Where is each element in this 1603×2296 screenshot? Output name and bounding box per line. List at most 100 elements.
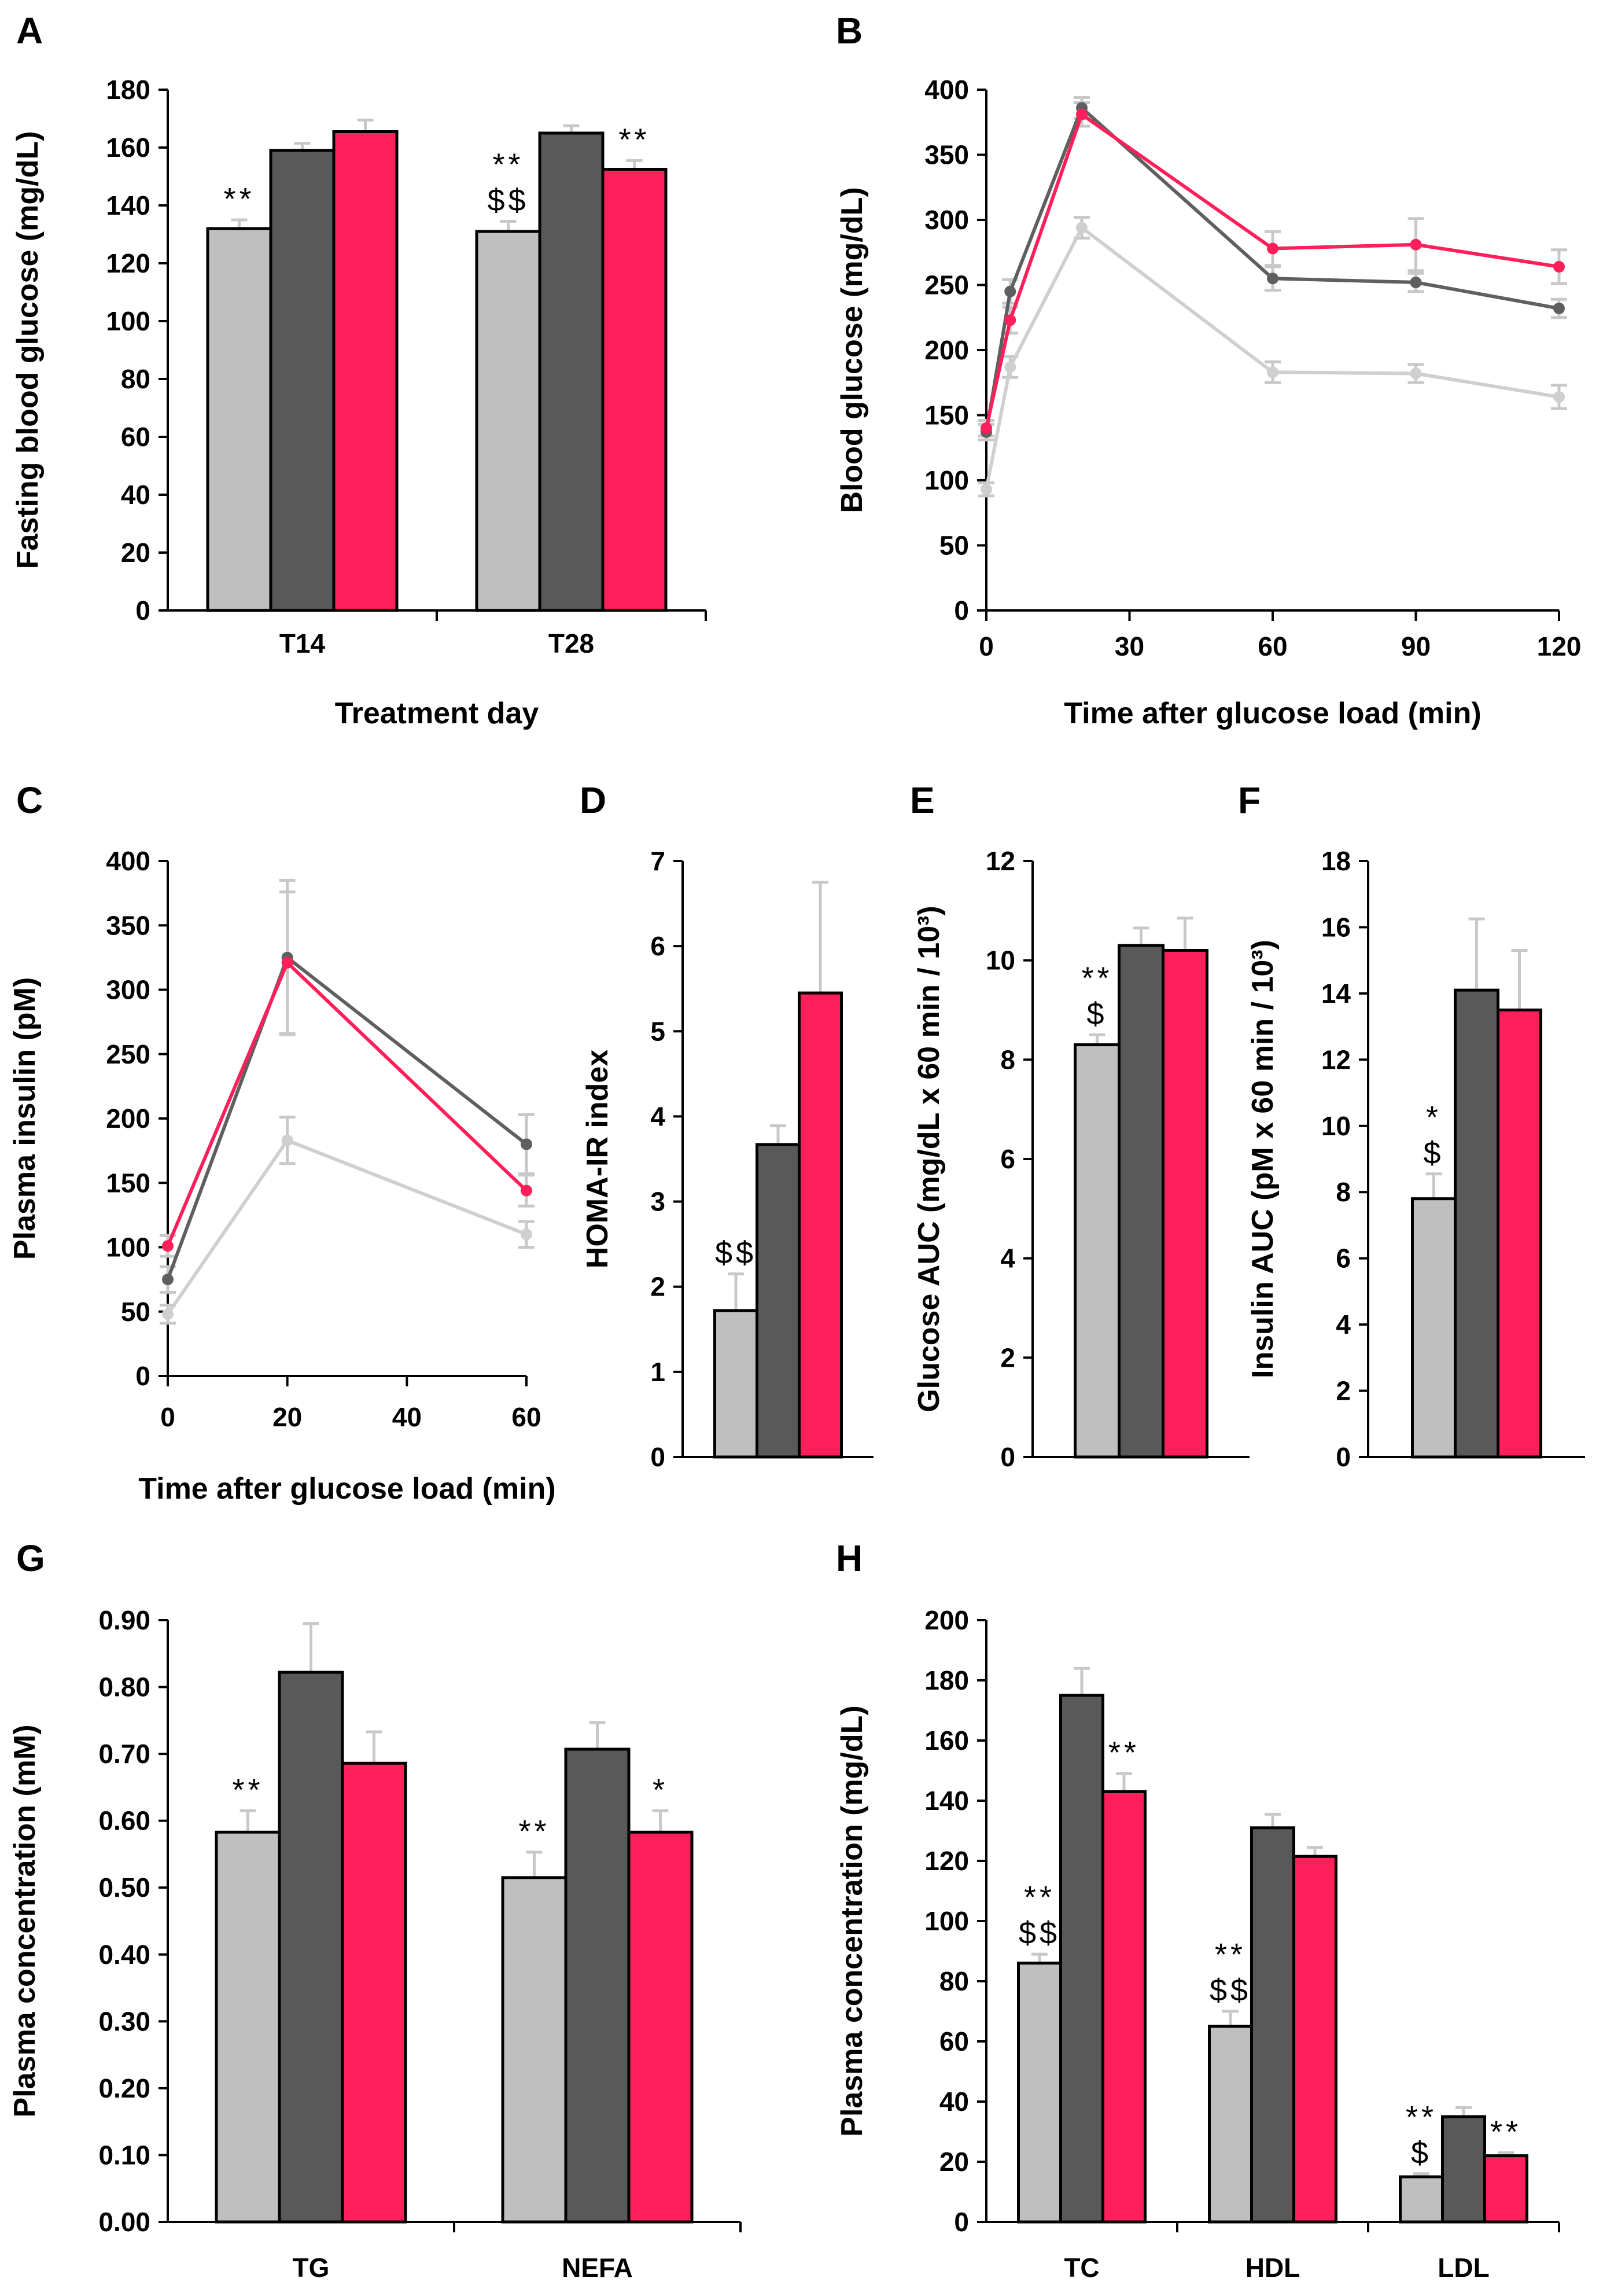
data-point-group3 [1267, 242, 1278, 255]
y-tick-label: 4 [1000, 1243, 1015, 1274]
y-tick-label: 50 [939, 531, 969, 561]
y-tick-label: 0.80 [98, 1672, 150, 1702]
y-tick-label: 60 [939, 2026, 969, 2056]
y-tick-label: 300 [924, 205, 969, 235]
x-tick-label: 0 [979, 631, 994, 661]
x-category-label: LDL [1438, 2253, 1489, 2283]
y-tick-label: 7 [650, 846, 665, 876]
y-tick-label: 160 [106, 133, 150, 163]
x-category-label: TC [1064, 2253, 1099, 2283]
y-tick-label: 120 [924, 1846, 969, 1876]
x-tick-label: 20 [272, 1402, 302, 1432]
y-tick-label: 100 [924, 465, 969, 495]
bar-group1 [501, 1876, 568, 2224]
bar-group1 [1017, 1962, 1062, 2224]
x-tick-label: 0 [160, 1402, 175, 1432]
y-tick-label: 6 [650, 931, 665, 961]
panel-label: E [910, 779, 935, 821]
significance-marker: ** [223, 182, 255, 216]
data-point-group1 [1553, 391, 1565, 403]
y-tick-label: 400 [106, 846, 150, 876]
data-point-group3 [1076, 108, 1088, 120]
data-point-group2 [1553, 303, 1565, 314]
y-tick-label: 0 [1336, 1442, 1351, 1472]
bar-group3 [1101, 1790, 1147, 2224]
y-tick-label: 140 [924, 1786, 969, 1816]
y-tick-label: 0 [1000, 1442, 1015, 1472]
bar-group3 [1292, 1855, 1337, 2224]
y-tick-label: 350 [924, 140, 969, 170]
data-point-group1 [162, 1308, 174, 1320]
y-tick-label: 350 [106, 910, 150, 940]
y-tick-label: 2 [1336, 1376, 1351, 1406]
y-tick-label: 250 [106, 1039, 150, 1069]
data-point-group1 [1004, 361, 1016, 373]
y-tick-label: 14 [1321, 978, 1351, 1009]
y-tick-label: 4 [1336, 1309, 1351, 1340]
panel-label: C [16, 779, 43, 821]
x-category-label: T14 [279, 628, 326, 658]
significance-marker: ** [1215, 1937, 1246, 1972]
y-tick-label: 0.90 [98, 1605, 150, 1635]
data-point-group3 [281, 956, 293, 969]
significance-marker: $$ [1019, 1916, 1060, 1951]
bar-group1 [1411, 1197, 1457, 1459]
bar-group2 [756, 1143, 801, 1459]
y-tick-label: 20 [939, 2147, 969, 2177]
bar-group2 [538, 131, 605, 612]
x-axis-label: Time after glucose load (min) [1064, 697, 1481, 730]
bar-group3 [627, 1830, 694, 2224]
bar-group1 [1208, 2025, 1253, 2224]
y-tick-label: 200 [106, 1103, 150, 1134]
y-tick-label: 0.20 [98, 2073, 150, 2103]
data-point-group1 [1267, 366, 1278, 378]
y-tick-label: 50 [121, 1297, 150, 1327]
y-tick-label: 200 [924, 335, 969, 365]
y-tick-label: 100 [106, 1232, 150, 1263]
bar-group2 [1059, 1694, 1104, 2224]
bar-group3 [798, 991, 843, 1459]
y-tick-label: 60 [121, 422, 150, 452]
bar-group3 [601, 168, 668, 612]
series-line-group1 [985, 225, 1560, 490]
panel-label: G [16, 1537, 45, 1579]
x-tick-label: 60 [511, 1402, 541, 1432]
y-tick-label: 150 [924, 400, 969, 430]
y-tick-label: 150 [106, 1168, 150, 1198]
bar-group1 [475, 230, 541, 612]
data-point-group2 [1004, 285, 1016, 297]
data-point-group2 [521, 1138, 532, 1150]
y-tick-label: 8 [1336, 1177, 1351, 1207]
y-tick-label: 40 [121, 480, 150, 510]
x-axis-label: Time after glucose load (min) [138, 1472, 555, 1506]
y-tick-label: 100 [106, 306, 150, 336]
bar-group2 [564, 1747, 631, 2224]
x-tick-label: 30 [1115, 631, 1144, 661]
y-tick-label: 0.50 [98, 1872, 150, 1903]
x-tick-label: 60 [1258, 631, 1287, 661]
data-point-group3 [162, 1240, 174, 1252]
y-tick-label: 0 [954, 2207, 969, 2237]
significance-marker: ** [1406, 2100, 1437, 2135]
data-point-group2 [162, 1274, 174, 1286]
data-point-group3 [1410, 238, 1422, 251]
y-tick-label: 2 [650, 1272, 665, 1302]
y-axis-label: Plasma concentration (mM) [8, 1724, 42, 2117]
data-point-group3 [981, 422, 992, 434]
bar-group1 [1399, 2175, 1444, 2224]
bar-group2 [269, 149, 336, 612]
y-tick-label: 40 [939, 2087, 969, 2117]
bar-group2 [1250, 1826, 1295, 2224]
significance-marker: $$ [1210, 1973, 1251, 2008]
bar-group1 [713, 1309, 758, 1459]
panel-e: E 0 2 4 6 8 10 12 Glucose AUC (mg/dL x 60 min / … [910, 779, 1250, 1472]
data-point-group3 [1004, 314, 1016, 326]
significance-marker: ** [1490, 2114, 1521, 2149]
data-point-group1 [521, 1228, 532, 1241]
y-tick-label: 140 [106, 190, 150, 220]
y-axis-label: Blood glucose (mg/dL) [835, 187, 869, 513]
y-tick-label: 4 [650, 1101, 665, 1131]
y-tick-label: 12 [986, 846, 1015, 876]
bar-group2 [1441, 2115, 1486, 2224]
